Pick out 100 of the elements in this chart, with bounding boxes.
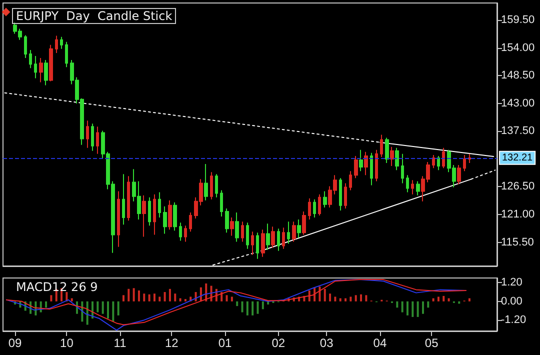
candlestick — [468, 153, 471, 164]
candlestick — [370, 152, 373, 186]
candlestick — [39, 58, 43, 83]
candlestick — [44, 60, 48, 86]
bar — [122, 295, 124, 302]
bar — [230, 296, 233, 302]
candlestick — [416, 180, 420, 196]
bar — [334, 296, 336, 302]
bar — [86, 301, 88, 325]
bar — [102, 301, 104, 314]
candlestick — [282, 227, 285, 250]
candlestick — [344, 182, 347, 209]
candlestick — [204, 164, 208, 201]
bar — [128, 288, 130, 302]
y-tick-label: 159.50 — [501, 14, 535, 26]
candlestick — [225, 208, 229, 234]
bar — [112, 301, 114, 322]
ref-line-label: 132.21 — [502, 152, 534, 164]
bar — [354, 295, 357, 302]
candlestick — [375, 149, 378, 182]
bar — [179, 298, 182, 302]
bar — [138, 290, 140, 302]
y-tick-label: 148.50 — [501, 70, 535, 82]
bar — [106, 301, 109, 319]
bar — [401, 301, 404, 312]
candlestick — [49, 44, 53, 82]
candlestick — [442, 147, 445, 169]
candlestick — [292, 221, 296, 242]
candlestick — [349, 170, 352, 191]
x-tick-label: 03 — [320, 336, 334, 350]
candlestick — [261, 229, 265, 258]
bar — [406, 301, 408, 316]
y-tick-label: 115.50 — [501, 236, 534, 248]
candlestick — [189, 212, 192, 232]
bar — [158, 296, 161, 302]
candlestick — [271, 226, 275, 248]
candlestick — [230, 217, 234, 236]
bar — [318, 286, 321, 302]
bar — [365, 295, 368, 302]
candlestick — [91, 123, 94, 152]
y-tick-label: 137.50 — [501, 125, 535, 138]
candlestick — [220, 190, 223, 218]
candlestick — [287, 221, 290, 244]
bar — [246, 301, 248, 316]
candlestick — [432, 154, 435, 169]
candlestick — [117, 190, 120, 248]
candlestick — [457, 164, 461, 185]
x-tick-label: 02 — [272, 336, 286, 350]
bar — [70, 298, 73, 302]
candlestick — [411, 180, 414, 195]
candlestick — [277, 228, 280, 252]
bar — [96, 301, 99, 312]
bar — [422, 301, 424, 314]
candlestick — [184, 225, 187, 242]
bar — [448, 298, 450, 302]
candlestick — [86, 120, 89, 148]
candlestick — [65, 41, 68, 68]
candlestick — [215, 174, 218, 198]
candlestick — [251, 231, 254, 256]
candlestick — [173, 202, 177, 232]
candlestick — [179, 222, 182, 242]
candlestick — [313, 198, 316, 218]
candlestick — [163, 206, 167, 234]
bar — [308, 290, 310, 302]
bar — [437, 296, 440, 302]
candlestick — [308, 198, 311, 220]
bar — [148, 294, 150, 302]
bar — [360, 294, 362, 302]
candlestick — [235, 212, 239, 242]
candlestick — [354, 155, 358, 179]
candlestick — [55, 35, 58, 54]
bar — [252, 301, 254, 316]
candlestick — [297, 219, 301, 238]
bar — [339, 298, 342, 302]
bar — [132, 288, 135, 302]
bar — [50, 295, 52, 302]
candlestick — [302, 210, 306, 236]
bar — [412, 301, 414, 317]
candlestick — [339, 178, 342, 211]
candlestick — [34, 56, 37, 79]
candlestick — [380, 134, 383, 158]
x-tick-label: 12 — [165, 336, 179, 350]
bar — [236, 301, 238, 306]
candlestick — [406, 174, 409, 193]
candlestick — [142, 194, 146, 238]
candlestick — [390, 146, 394, 167]
bar — [427, 301, 430, 308]
candlestick — [256, 232, 259, 260]
candlestick — [395, 147, 399, 171]
candlestick — [153, 194, 156, 236]
y-tick-label: -1.20 — [501, 314, 526, 326]
candlestick — [60, 36, 63, 50]
bar — [350, 296, 352, 302]
candlestick — [323, 190, 327, 208]
x-tick-label: 05 — [424, 336, 439, 350]
bar — [117, 301, 120, 316]
y-tick-label: 143.00 — [501, 97, 535, 110]
candlestick — [29, 49, 32, 69]
candlestick — [24, 34, 27, 59]
bar — [164, 292, 166, 302]
